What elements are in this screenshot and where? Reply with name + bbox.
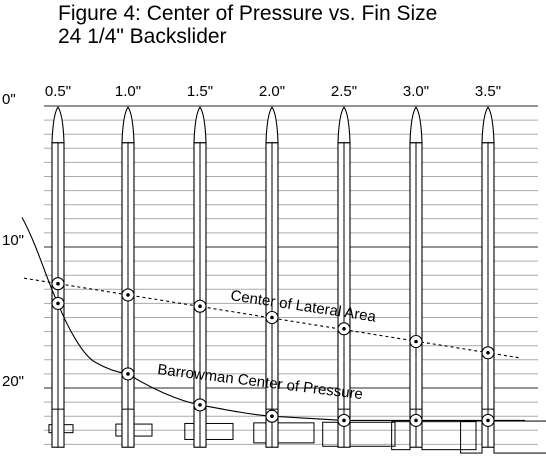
rocket-5 xyxy=(391,106,477,451)
center-of-lateral-area-label: Center of Lateral Area xyxy=(229,287,377,326)
fin-size-labels: 0.5" 1.0" 1.5" 2.0" 2.5" 3.0" 3.5" xyxy=(45,83,501,100)
barrowman-center-of-pressure-label: Barrowman Center of Pressure xyxy=(157,361,364,403)
y-tick-label-0: 0" xyxy=(2,91,16,108)
curves xyxy=(21,217,525,421)
barrowman-marker-2 xyxy=(193,398,207,412)
rocket-4 xyxy=(322,106,396,448)
barrowman-marker-5 xyxy=(409,413,423,427)
barrowman-marker-4 xyxy=(337,413,351,427)
lateral-area-marker-6 xyxy=(481,346,495,360)
fin-size-label-1: 1.0" xyxy=(115,83,141,100)
figure-title-line-1: Figure 4: Center of Pressure vs. Fin Siz… xyxy=(58,2,438,25)
barrowman-marker-1 xyxy=(121,367,135,381)
fin-size-label-3: 2.0" xyxy=(259,83,285,100)
lateral-area-marker-3 xyxy=(265,310,279,325)
fin-size-label-4: 2.5" xyxy=(331,83,357,100)
barrowman-marker-6 xyxy=(481,413,495,427)
lateral-area-marker-4 xyxy=(337,322,351,336)
rocket-0 xyxy=(48,106,74,448)
y-axis-labels: 0" 10" 20" xyxy=(2,91,24,390)
lateral-area-marker-5 xyxy=(409,334,423,349)
lateral-area-marker-1 xyxy=(121,288,135,302)
rocket-3 xyxy=(253,106,315,448)
barrowman-center-of-pressure-curve xyxy=(21,217,525,421)
rocket-2 xyxy=(184,106,234,448)
figure-title-line-2: 24 1/4" Backslider xyxy=(58,25,227,48)
fin-size-label-6: 3.5" xyxy=(475,83,501,100)
barrowman-marker-3 xyxy=(265,409,279,423)
lateral-area-marker-2 xyxy=(193,299,207,313)
rocket-1 xyxy=(115,106,153,448)
y-tick-label-2: 20" xyxy=(2,373,24,390)
rocket-outlines xyxy=(48,106,546,454)
fin-size-label-2: 1.5" xyxy=(187,83,213,100)
fin-size-label-5: 3.0" xyxy=(403,83,429,100)
rocket-6 xyxy=(460,106,546,454)
fin-size-label-0: 0.5" xyxy=(45,83,71,100)
y-tick-label-1: 10" xyxy=(2,232,24,249)
curve-markers xyxy=(51,277,495,427)
barrowman-marker-0 xyxy=(51,296,65,310)
lateral-area-marker-0 xyxy=(51,277,65,291)
